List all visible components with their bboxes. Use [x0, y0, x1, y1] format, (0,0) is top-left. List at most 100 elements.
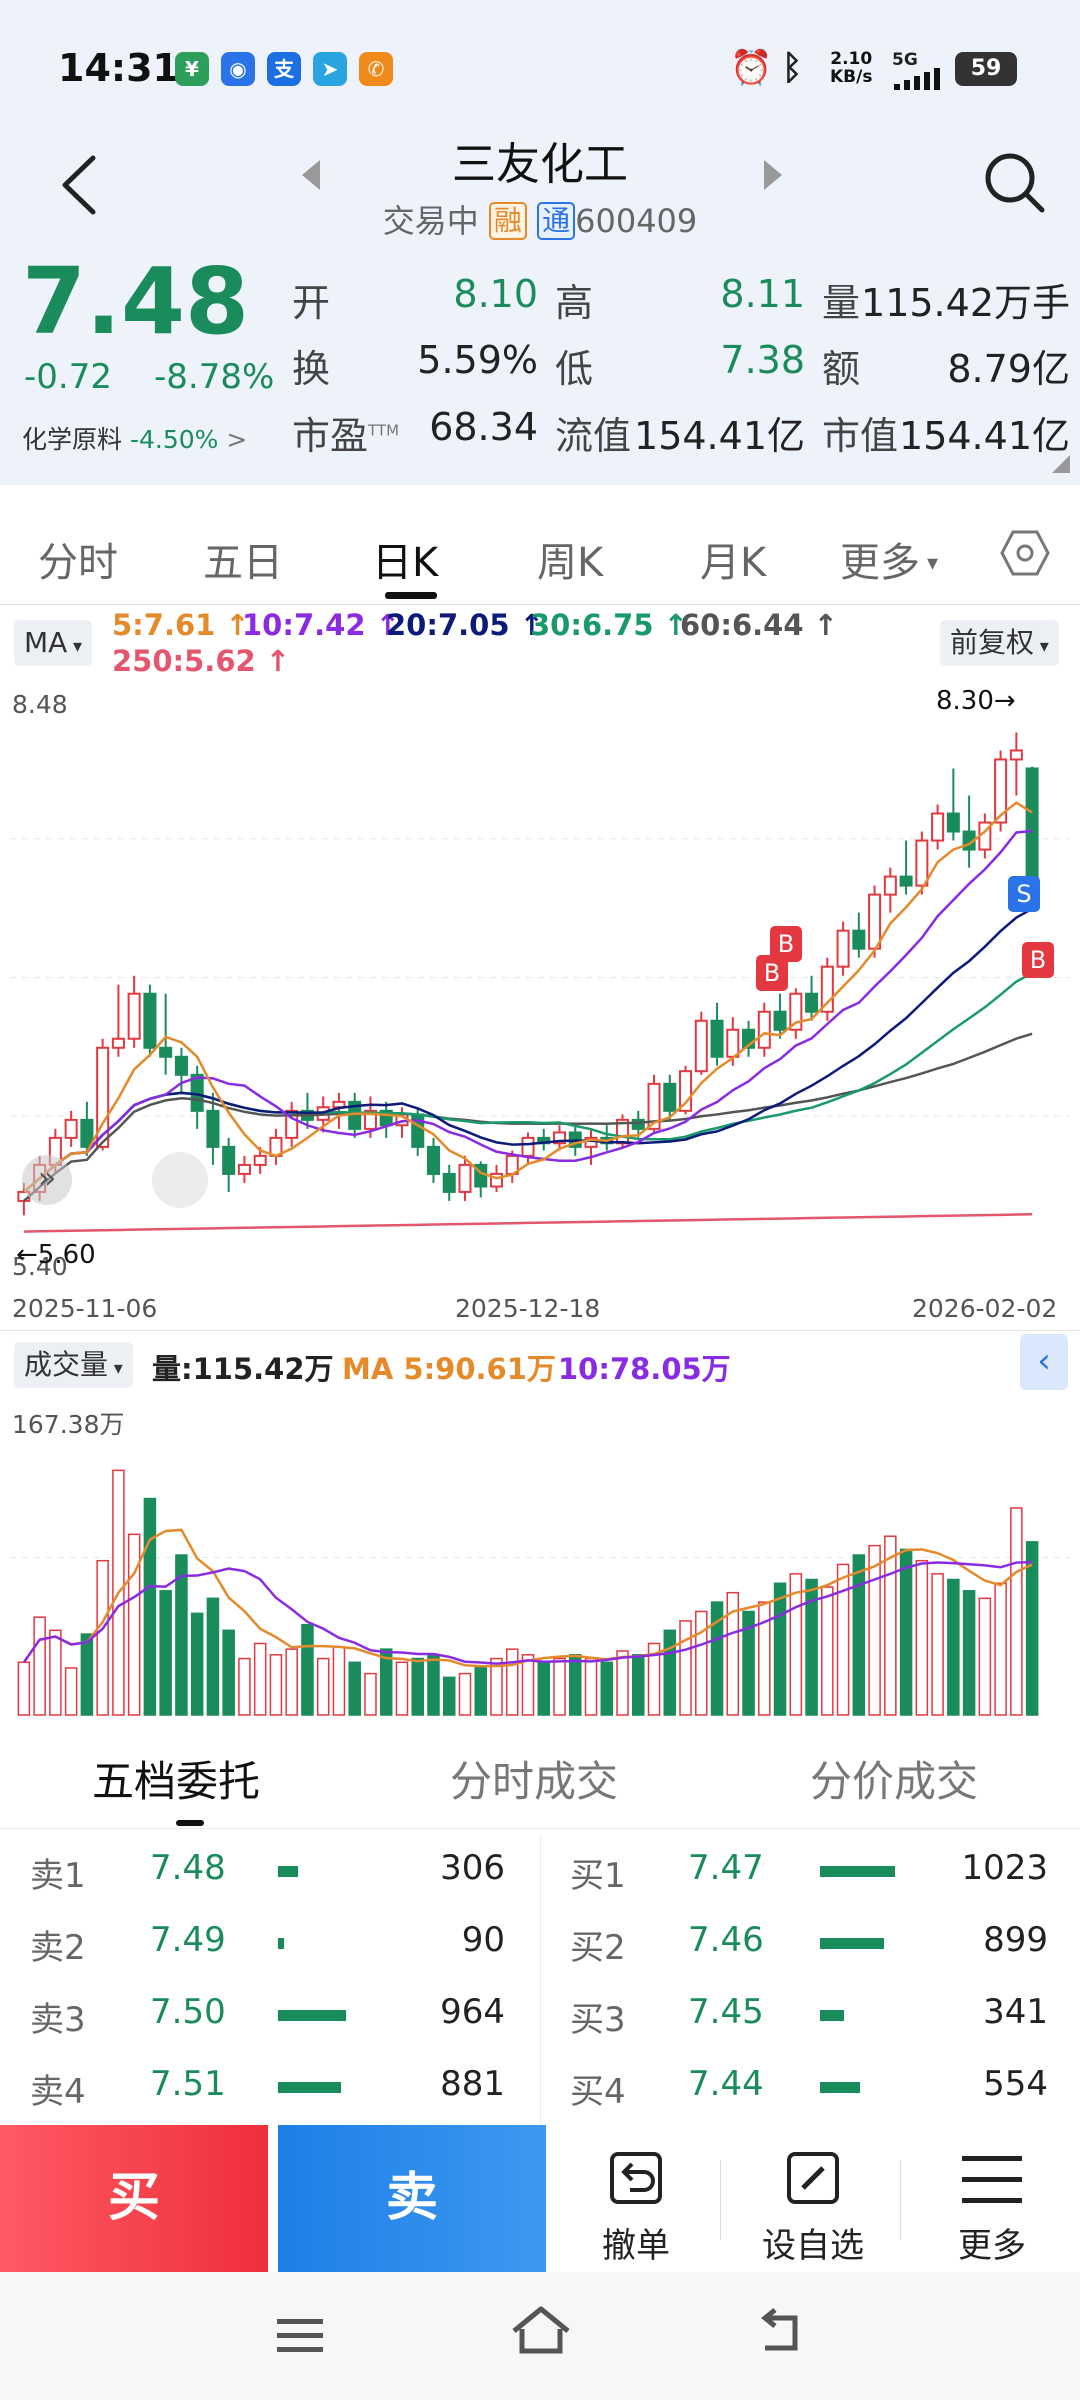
next-stock-button[interactable] [762, 158, 784, 192]
volume-bar [458, 1672, 472, 1716]
ma5-line [23, 801, 1033, 1193]
volume-bar [411, 1657, 424, 1716]
buy-button[interactable]: 买 [0, 2125, 268, 2272]
tab-five-day[interactable]: 五日 [203, 540, 283, 586]
kline-high-marker: 8.30→ [936, 686, 1016, 716]
sell-level-price: 7.51 [150, 2064, 226, 2104]
candle-body [285, 1109, 299, 1139]
kline-chart[interactable] [0, 680, 1080, 1280]
ma-selector[interactable]: MA ▾ [14, 620, 93, 666]
volume-bar [253, 1642, 267, 1716]
volume-bar [96, 1559, 109, 1716]
tab-more[interactable]: 更多 ▾ [840, 540, 939, 586]
volume-bar [49, 1629, 62, 1716]
divider [0, 1330, 1080, 1331]
candle-body [143, 992, 157, 1049]
volume-bar [978, 1597, 992, 1716]
sell-level-price: 7.48 [150, 1848, 226, 1888]
back-button[interactable] [55, 150, 105, 220]
buy-marker[interactable]: B [1022, 942, 1054, 978]
expand-corner-icon[interactable] [1052, 455, 1070, 473]
sector-name: 化学原料 [22, 425, 123, 454]
expand-left-icon[interactable]: » [22, 1155, 72, 1205]
kline-y-min: 5.40 [12, 1252, 68, 1281]
volume-bar [175, 1554, 188, 1716]
search-button[interactable] [980, 148, 1048, 216]
volume-bar [710, 1601, 724, 1716]
buy-level-volume: 1023 [961, 1848, 1048, 1888]
recent-apps-icon[interactable] [275, 2315, 325, 2355]
volume-bar [742, 1610, 755, 1716]
sell-level-volume: 306 [440, 1848, 505, 1888]
tab-tick-trades[interactable]: 分时成交 [450, 1757, 619, 1806]
candle-body [552, 1131, 567, 1145]
tab-underline [176, 1820, 204, 1826]
connect-tag: 通 [537, 202, 576, 240]
candle-body [521, 1136, 535, 1157]
add-watchlist-button[interactable]: 设自选 [733, 2130, 893, 2270]
candle-body [631, 1118, 645, 1130]
crosshair-handle[interactable] [152, 1152, 208, 1208]
edit-icon [787, 2152, 839, 2204]
buy-level-bar [820, 1938, 884, 1949]
tab-weekly-k[interactable]: 周K [537, 540, 604, 586]
volume-ma10-line [22, 1560, 1033, 1665]
sell-level-bar [278, 2010, 347, 2021]
sell-level-bar [278, 1938, 284, 1949]
quote-value: 154.41亿 [899, 414, 1070, 458]
divider [0, 1828, 1080, 1829]
quote-value: 5.59% [417, 338, 538, 382]
collapse-panel-button[interactable]: ‹ [1020, 1334, 1068, 1390]
volume-bar [852, 1554, 866, 1716]
quote-value: 115.42万手 [861, 281, 1070, 325]
chevron-right-icon: > [226, 425, 248, 454]
volume-chart[interactable] [0, 1390, 1080, 1720]
buy-level-price: 7.47 [688, 1848, 764, 1888]
buy-level-volume: 341 [983, 1992, 1048, 2032]
tab-intraday[interactable]: 分时 [38, 540, 118, 586]
candle-body [96, 1046, 110, 1148]
volume-bar [33, 1616, 46, 1716]
quote-label: 换 [292, 347, 331, 391]
adjust-selector[interactable]: 前复权 ▾ [940, 620, 1059, 666]
tab-daily-k[interactable]: 日K [372, 540, 439, 586]
quote-panel [0, 245, 1080, 485]
home-icon[interactable] [510, 2305, 572, 2357]
sell-button[interactable]: 卖 [278, 2125, 546, 2272]
volume-selector[interactable]: 成交量 ▾ [14, 1342, 133, 1388]
volume-ma5: MA 5:90.61万 [342, 1352, 556, 1386]
sector-link[interactable]: 化学原料 -4.50% > [22, 420, 247, 456]
quote-label: 量 [822, 281, 861, 325]
sell-marker[interactable]: S [1008, 876, 1040, 912]
quote-label: 流值 [555, 414, 632, 458]
candle-body [1009, 749, 1023, 761]
prev-stock-button[interactable] [300, 158, 322, 192]
cancel-order-button[interactable]: 撤单 [556, 2130, 716, 2270]
phone-notification-icon: ✆ [359, 52, 393, 86]
sell-level-price: 7.49 [150, 1920, 226, 1960]
volume-bar [616, 1650, 629, 1716]
ma250-line [23, 1213, 1033, 1233]
candle-body [773, 1010, 787, 1031]
tab-monthly-k[interactable]: 月K [700, 540, 767, 586]
volume-bar [647, 1642, 661, 1716]
undo-icon [610, 2152, 662, 2204]
candle-body [868, 893, 882, 950]
volume-bar [238, 1657, 251, 1716]
tab-price-volume[interactable]: 分价成交 [810, 1757, 979, 1806]
quote-label: 低 [555, 347, 594, 391]
volume-bar [1025, 1541, 1039, 1716]
tab-underline [385, 592, 437, 599]
buy-level-price: 7.44 [688, 2064, 764, 2104]
candle-body [159, 1046, 173, 1058]
buy-marker[interactable]: B [770, 926, 802, 962]
candle-body [789, 992, 803, 1031]
more-button[interactable]: 更多 [912, 2130, 1072, 2270]
settings-hexagon-icon[interactable] [1000, 528, 1050, 578]
tab-order-book[interactable]: 五档委托 [92, 1757, 261, 1806]
back-nav-icon[interactable] [755, 2308, 805, 2354]
volume-bar [379, 1648, 393, 1716]
sell-level-volume: 90 [461, 1920, 505, 1960]
sell-level-volume: 881 [440, 2064, 505, 2104]
stock-subtitle: 交易中 融 通 600409 [0, 196, 1080, 242]
